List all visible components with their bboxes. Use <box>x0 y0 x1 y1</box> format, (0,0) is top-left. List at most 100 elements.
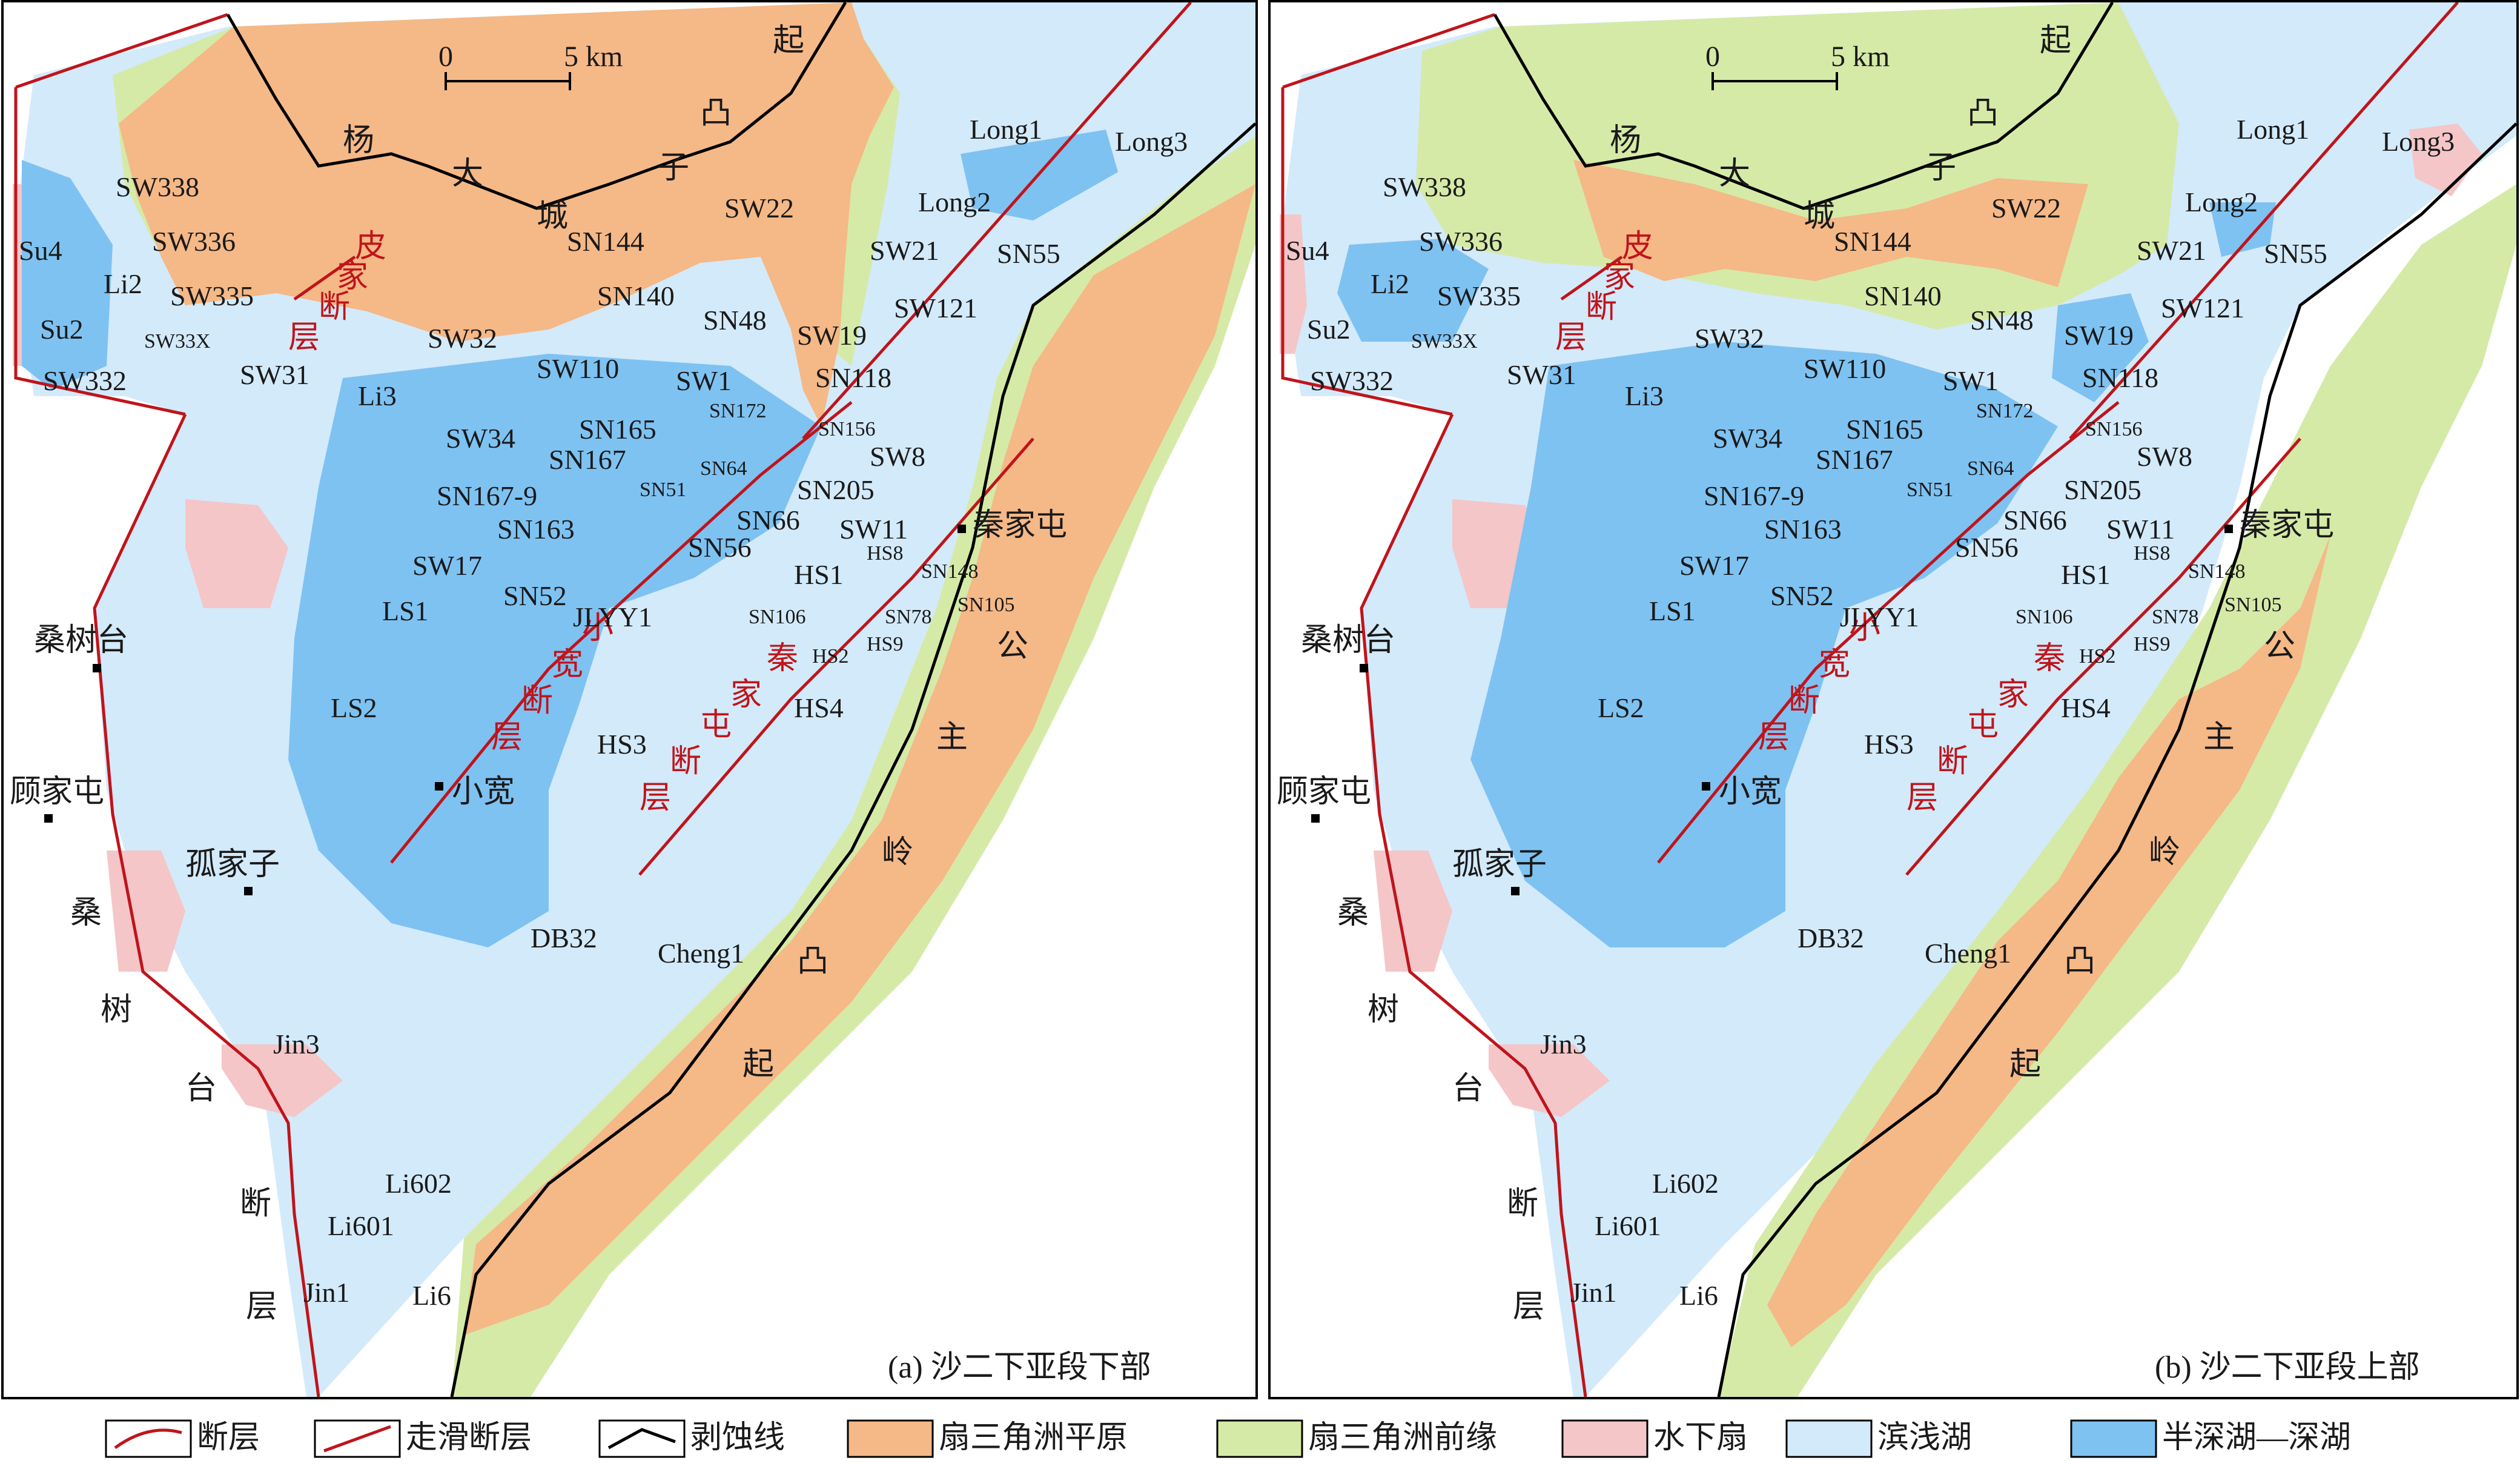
well-label: SN148 <box>921 560 978 583</box>
fault-label: 层 <box>1555 320 1587 355</box>
uplift-labels: 杨 大 城 子 凸 起 公 主 岭 凸 起 <box>343 24 1028 1082</box>
well-label: SW11 <box>2106 514 2175 545</box>
well-label: HS2 <box>812 645 848 668</box>
well-label: Li2 <box>104 268 142 299</box>
well-label: LS1 <box>382 595 429 626</box>
deep-lake-area <box>1470 342 2058 947</box>
legend-item-erosion: 剥蚀线 <box>598 1419 785 1458</box>
well-label: SN167-9 <box>1704 480 1804 511</box>
well-label: Long1 <box>970 114 1042 145</box>
uplift-labels: 杨 大 城 子 凸 起 公 主 岭 凸 起 <box>1610 24 2295 1082</box>
legend-item-deep-lake: 半深湖—深湖 <box>2070 1419 2351 1458</box>
qinjiatun-fault <box>638 437 1034 876</box>
well-label: SN118 <box>815 362 891 393</box>
scale-five: 5 km <box>1831 41 1890 73</box>
well-label: HS9 <box>2134 633 2170 655</box>
sangshutai-fault-labels: 桑 树 台 断 层 <box>1337 896 1544 1324</box>
fault-label: 小 <box>582 611 613 646</box>
uplift-label: 公 <box>2264 629 2295 664</box>
well-label: Li2 <box>1371 268 1409 299</box>
well-label: SW19 <box>797 320 867 351</box>
well-label: SW8 <box>870 441 925 472</box>
well-label: SN140 <box>597 280 675 311</box>
uplift-label: 凸 <box>2064 944 2095 979</box>
legend-label: 半深湖—深湖 <box>2162 1421 2351 1455</box>
fault-label: 断 <box>1586 290 1617 325</box>
scale-five: 5 km <box>564 41 623 73</box>
fault-label: 层 <box>1513 1290 1544 1324</box>
fault-label: 层 <box>246 1290 277 1324</box>
erosion-line <box>226 2 847 210</box>
well-label: SN163 <box>1764 514 1842 545</box>
fan-delta-plain-area <box>1573 160 2088 287</box>
uplift-label: 城 <box>537 199 568 234</box>
erosion-line <box>450 122 1255 1397</box>
well-label: SW121 <box>2161 293 2244 323</box>
xiaokuan-fault <box>1657 401 2120 864</box>
well-label: Long2 <box>2185 187 2258 217</box>
faults <box>14 2 1192 1397</box>
well-label: SN172 <box>1976 400 2033 422</box>
well-label: Jin3 <box>1540 1029 1587 1059</box>
map-panel-b: 杨 大 城 子 凸 起 公 主 岭 凸 起 皮 家 断 层 小 宽 断 层 秦 … <box>1268 0 2519 1399</box>
well-label: SN52 <box>503 580 567 611</box>
shore-lake-area <box>13 2 1255 1397</box>
fault-label: 秦 <box>2034 642 2065 676</box>
deep-lake-area <box>2052 293 2149 402</box>
uplift-label: 凸 <box>797 944 828 979</box>
fault-labels: 皮 家 断 层 小 宽 断 层 秦 家 屯 断 层 <box>288 230 798 815</box>
panel-caption: (a) 沙二下亚段下部 <box>888 1350 1151 1385</box>
well-label: SN66 <box>2003 505 2067 536</box>
well-label: SN165 <box>1846 414 1923 445</box>
well-label: SN106 <box>2016 606 2072 628</box>
well-label: SW32 <box>428 323 497 354</box>
well-label: SN55 <box>997 238 1060 269</box>
deep-lake-area <box>22 160 113 390</box>
well-label: Su2 <box>40 314 84 345</box>
uplift-label: 岭 <box>882 835 913 870</box>
fault-label: 断 <box>1937 744 1968 779</box>
well-label: Jin3 <box>273 1029 320 1059</box>
map-a-svg: 杨 大 城 子 凸 起 公 主 岭 凸 起 皮 家 断 层 小 宽 断 层 秦 … <box>10 2 1255 1397</box>
legend-label: 扇三角洲平原 <box>939 1421 1128 1455</box>
well-label: Long3 <box>1115 126 1188 157</box>
fault-label: 屯 <box>1967 708 1999 743</box>
well-label: SW336 <box>1419 226 1503 257</box>
fault-label: 桑 <box>1337 896 1369 930</box>
fault-label: 屯 <box>700 708 732 743</box>
well-label: SN118 <box>2082 362 2158 393</box>
well-label: SN167-9 <box>437 480 537 511</box>
town-label: 秦家屯 <box>2240 508 2334 543</box>
well-label: SW1 <box>676 365 732 396</box>
uplift-label: 公 <box>997 629 1028 664</box>
well-label: SN144 <box>567 226 644 257</box>
legend-label: 断层 <box>197 1421 260 1455</box>
well-label: LS1 <box>1649 595 1696 626</box>
fault-label: 台 <box>185 1072 217 1106</box>
well-label: DB32 <box>1797 923 1864 953</box>
scale-zero: 0 <box>1705 41 1720 73</box>
well-label: HS4 <box>794 692 844 723</box>
well-label: DB32 <box>531 923 597 953</box>
well-label: SW11 <box>839 514 908 545</box>
well-label: SN156 <box>2085 418 2142 440</box>
fault-label: 树 <box>1367 993 1399 1027</box>
uplift-label: 起 <box>773 24 804 58</box>
town-label: 顾家屯 <box>10 775 104 809</box>
strike-slip-fault <box>1560 255 1623 301</box>
well-label: SN105 <box>957 594 1014 616</box>
fault-label: 层 <box>1758 720 1790 755</box>
well-label: SN78 <box>2152 606 2198 628</box>
fault-label: 断 <box>521 684 553 718</box>
legend-item-fan-plain: 扇三角洲平原 <box>847 1419 1128 1458</box>
erosion-lines <box>226 2 1255 1397</box>
fault-label: 宽 <box>552 648 583 682</box>
well-label: SN156 <box>818 418 875 440</box>
well-label: SW338 <box>1383 171 1466 202</box>
well-label: Li601 <box>328 1210 394 1241</box>
fault-line <box>14 87 186 416</box>
uplift-label: 主 <box>936 720 968 755</box>
map-b-svg: 杨 大 城 子 凸 起 公 主 岭 凸 起 皮 家 断 层 小 宽 断 层 秦 … <box>1277 2 2516 1397</box>
legend-item-fault: 断层 <box>105 1419 260 1458</box>
strike-slip-fault <box>293 255 356 301</box>
